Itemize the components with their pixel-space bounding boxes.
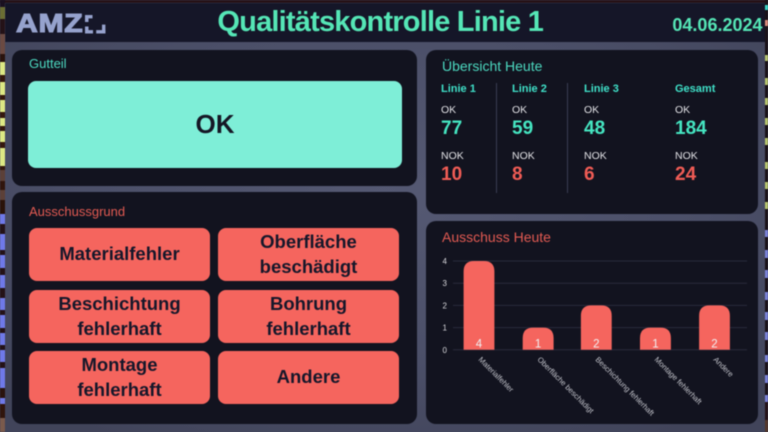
svg-text:2: 2 (711, 339, 717, 351)
svg-text:1: 1 (535, 339, 541, 351)
svg-text:Materialfehler: Materialfehler (477, 355, 516, 394)
svg-text:Beschichtung fehlerhaft: Beschichtung fehlerhaft (594, 355, 657, 418)
svg-text:Oberfläche beschädigt: Oberfläche beschädigt (536, 355, 597, 416)
svg-text:3: 3 (443, 279, 448, 288)
svg-text:2: 2 (593, 339, 599, 351)
svg-text:Montage fehlerhaft: Montage fehlerhaft (653, 355, 705, 407)
svg-text:1: 1 (652, 339, 658, 351)
svg-text:2: 2 (443, 301, 448, 310)
svg-text:Andere: Andere (712, 355, 736, 379)
svg-text:1: 1 (443, 324, 448, 333)
svg-text:4: 4 (443, 257, 448, 266)
svg-text:0: 0 (443, 346, 448, 355)
svg-text:4: 4 (476, 339, 483, 351)
